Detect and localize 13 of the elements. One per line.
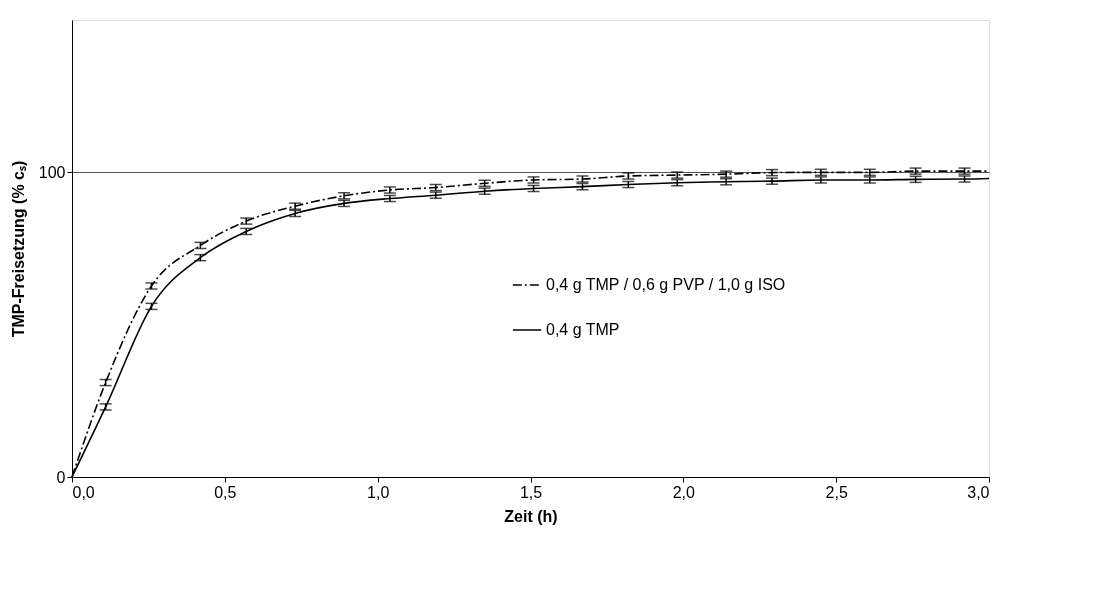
y-tick-label: 0 [56, 468, 66, 486]
legend-label: 0,4 g TMP [546, 321, 620, 338]
y-tick-label: 100 [38, 163, 66, 181]
x-tick-label: 3,0 [967, 483, 990, 501]
x-tick-label: 0,0 [72, 483, 95, 501]
legend-label: 0,4 g TMP / 0,6 g PVP / 1,0 g ISO [546, 276, 786, 293]
x-tick-label: 1,5 [519, 483, 543, 501]
x-axis-title: Zeit (h) [504, 507, 558, 525]
x-tick-label: 2,5 [825, 483, 848, 501]
x-tick-label: 0,5 [214, 483, 237, 501]
y-axis-title: TMP-Freisetzung (% cₛ) [9, 160, 27, 338]
x-tick-label: 1,0 [367, 483, 390, 501]
x-tick-label: 2,0 [672, 483, 696, 501]
